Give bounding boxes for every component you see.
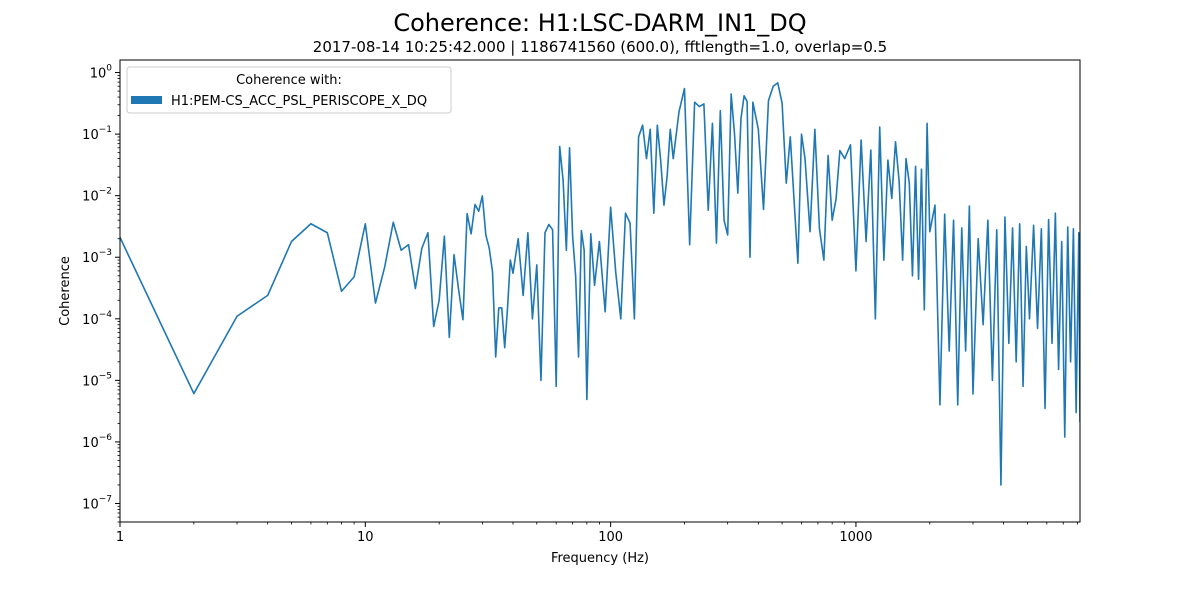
x-tick-label: 1 [116, 530, 124, 545]
y-axis-label: Coherence [58, 256, 73, 326]
y-tick-label: 100 [90, 64, 113, 82]
series-layer [120, 82, 1080, 486]
legend: Coherence with: H1:PEM-CS_ACC_PSL_PERISC… [126, 66, 452, 114]
y-tick-label: 10−7 [82, 494, 112, 512]
x-axis-label: Frequency (Hz) [551, 551, 649, 566]
y-tick-label: 10−1 [82, 125, 112, 143]
plot-area [120, 60, 1080, 522]
x-axis-ticks: 1 10 100 1000 [116, 522, 1078, 545]
x-tick-label: 1000 [839, 530, 872, 545]
y-tick-label: 10−6 [82, 433, 112, 451]
chart-title: Coherence: H1:LSC-DARM_IN1_DQ [393, 9, 806, 37]
y-axis-ticks: 10−7 10−6 10−5 10−4 10−3 10−2 10−1 100 [82, 64, 120, 523]
x-tick-label: 100 [598, 530, 623, 545]
series-line [120, 82, 1080, 486]
y-tick-label: 10−3 [82, 248, 112, 266]
legend-entry: H1:PEM-CS_ACC_PSL_PERISCOPE_X_DQ [171, 94, 427, 109]
x-tick-label: 10 [357, 530, 374, 545]
y-tick-label: 10−2 [82, 187, 112, 205]
legend-box [126, 66, 452, 114]
plot-frame [119, 59, 1081, 523]
y-tick-label: 10−4 [82, 310, 112, 328]
legend-title: Coherence with: [236, 73, 342, 88]
chart-subtitle: 2017-08-14 10:25:42.000 | 1186741560 (60… [313, 38, 887, 56]
y-tick-label: 10−5 [82, 371, 112, 389]
